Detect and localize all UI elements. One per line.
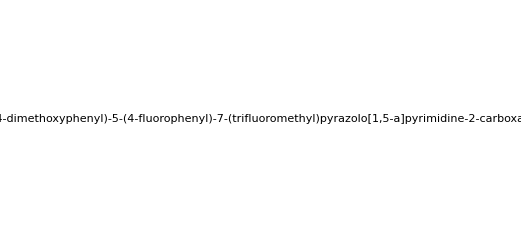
Text: N-(2,4-dimethoxyphenyl)-5-(4-fluorophenyl)-7-(trifluoromethyl)pyrazolo[1,5-a]pyr: N-(2,4-dimethoxyphenyl)-5-(4-fluoropheny… — [0, 114, 521, 123]
